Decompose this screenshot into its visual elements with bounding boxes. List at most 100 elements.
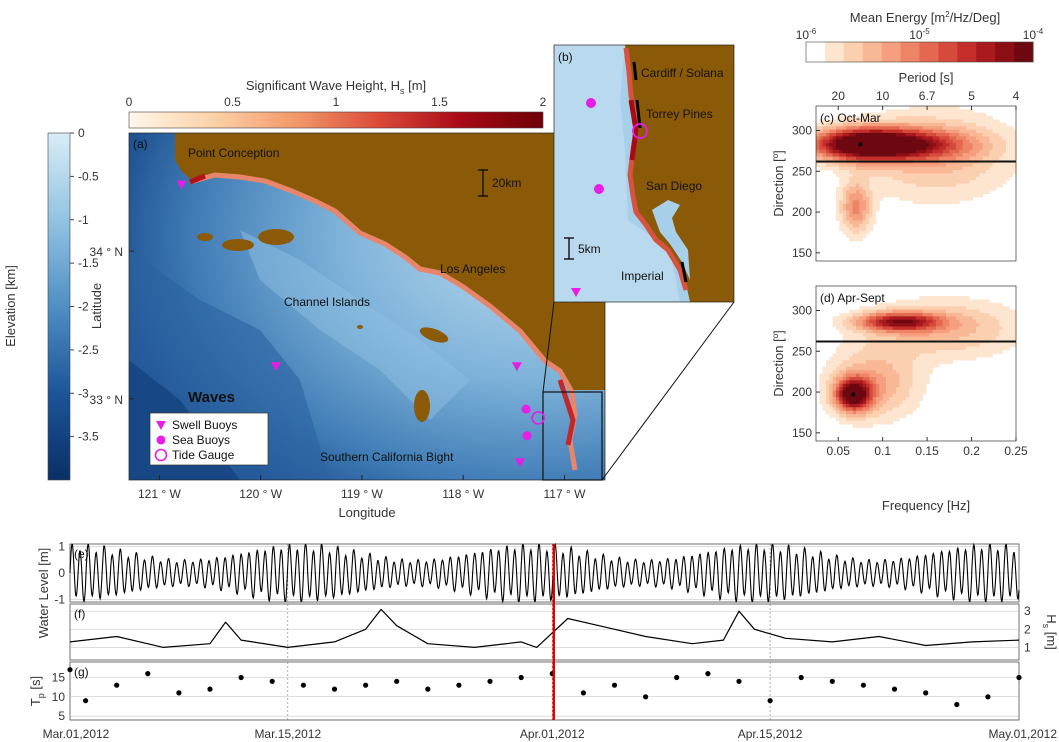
spectrum-cell [919, 360, 924, 364]
spectrum-cell [969, 146, 974, 151]
spectrum-cell [846, 397, 850, 401]
spectrum-cell [962, 356, 967, 361]
spectrum-cell [976, 173, 980, 178]
spectrum-cell [969, 346, 974, 351]
spectrum-cell [859, 173, 864, 178]
spectrum-cell [889, 186, 894, 191]
spectrum-cell [899, 119, 904, 124]
spectrum-cell [819, 376, 824, 381]
spectrum-cell [849, 410, 854, 415]
elevation-tick-label: -2 [78, 300, 89, 314]
spectrum-cell [992, 326, 997, 331]
spectrum-cell [939, 302, 944, 307]
spectrum-cell [879, 180, 884, 184]
spectrum-cell [886, 343, 890, 348]
spectrum-cell [936, 200, 940, 205]
spectrum-cell [922, 306, 927, 310]
spectrum-cell [869, 186, 874, 191]
spectrum-cell [919, 143, 924, 147]
spectrum-cell [976, 126, 980, 130]
spectrum-cell [999, 132, 1004, 137]
spectrum-cell [902, 306, 907, 310]
spectrum-cell [956, 132, 960, 137]
spectrum-cell [966, 163, 970, 168]
hs-colorbar-ticks: 0 0.5 1 1.5 2 [126, 95, 547, 109]
spectrum-cell [962, 136, 967, 141]
spectrum-cell [846, 183, 850, 188]
spectrum-cell [942, 193, 947, 198]
spectrum-panel-label: (c) Oct-Mar [820, 111, 881, 125]
hs-line [69, 608, 1020, 649]
spectrum-cell [859, 170, 864, 174]
spectrum-cell [882, 122, 887, 127]
spectrum-cell [1006, 316, 1010, 321]
spectrum-cell [852, 326, 857, 331]
spectrum-cell [909, 353, 914, 358]
spectrum-cell [932, 343, 937, 348]
spectrum-cell [882, 306, 887, 310]
spectrum-cell [819, 136, 824, 141]
spectrum-cell [842, 417, 847, 422]
spectrum-cell [826, 143, 830, 147]
spectrum-cell [982, 112, 987, 117]
spectrum-cell [906, 350, 910, 354]
spectrum-cell [882, 336, 887, 341]
spectrum-cell [956, 312, 960, 317]
spectrum-cell [926, 356, 930, 361]
spectrum-cell [929, 149, 934, 154]
spectrum-cell [832, 126, 837, 130]
spectrum-cell [866, 417, 870, 422]
spectrum-cell [842, 420, 847, 425]
spectrum-cell [819, 387, 824, 391]
spectrum-cell [822, 400, 827, 405]
spectrum-cell [849, 323, 854, 327]
spectrum-cell [909, 376, 914, 381]
spectrum-cell [969, 186, 974, 191]
spectrum-cell [959, 193, 964, 198]
tp-point [456, 682, 462, 688]
spectrum-cell [859, 156, 864, 161]
spectrum-cell [919, 146, 924, 151]
spectrum-cell [876, 319, 880, 324]
spectrum-cell [982, 329, 987, 334]
spectrum-cell [849, 183, 854, 188]
spectrum-cell [922, 139, 927, 144]
spectrum-cell [839, 153, 844, 157]
spectrum-cell [926, 170, 930, 174]
spectrum-cell [852, 360, 857, 364]
spectrum-cell [852, 183, 857, 188]
spectrum-cell [832, 136, 837, 141]
spectrum-cell [889, 343, 894, 348]
spectrum-cell [1006, 153, 1010, 157]
spectrum-y-tick-label: 250 [792, 344, 812, 358]
spectrum-cell [856, 173, 860, 178]
spectrum-cell [896, 129, 900, 134]
spectrum-cell [876, 400, 880, 405]
spectrum-cell [1012, 163, 1017, 168]
spectrum-cell [919, 312, 924, 317]
spectrum-cell [829, 163, 834, 168]
spectrum-cell [859, 220, 864, 225]
spectrum-cell [1009, 129, 1014, 134]
spectrum-cell [906, 312, 910, 317]
spectrum-cell [912, 387, 917, 391]
spectrum-cell [846, 353, 850, 358]
spectrum-cell [849, 234, 854, 238]
spectrum-cell [882, 190, 887, 195]
spectrum-cell [892, 126, 897, 130]
spectrum-cell [889, 397, 894, 401]
spectrum-cell [856, 146, 860, 151]
spectrum-cell [912, 403, 917, 408]
spectrum-cell [996, 146, 1000, 151]
spectrum-cell [982, 333, 987, 337]
spectrum-cell [909, 323, 914, 327]
spectrum-cell [912, 390, 917, 395]
spectrum-cell [986, 129, 990, 134]
spectrum-cell [822, 126, 827, 130]
spectrum-cell [832, 380, 837, 385]
spectrum-cell [919, 343, 924, 348]
spectrum-cell [909, 193, 914, 198]
spectrum-cell [876, 112, 880, 117]
spectrum-cell [986, 166, 990, 171]
elevation-tick-label: -3.5 [78, 430, 99, 444]
